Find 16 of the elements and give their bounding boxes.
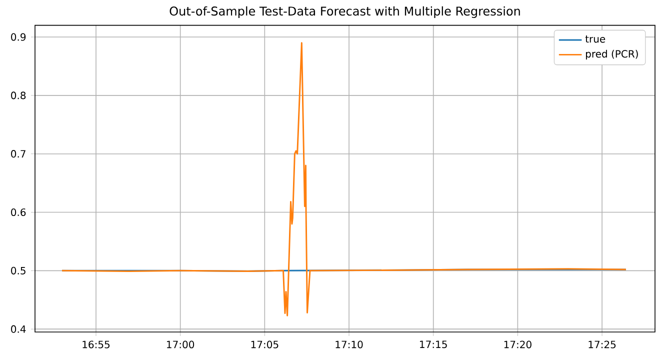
y-tick-label: 0.6 xyxy=(11,208,26,216)
y-tick-label: 0.5 xyxy=(11,266,26,274)
legend-label: pred (PCR) xyxy=(586,50,638,60)
x-tick-label: 17:25 xyxy=(588,340,616,348)
x-tick-label: 17:00 xyxy=(167,340,194,348)
x-tick-label: 17:10 xyxy=(336,340,363,348)
y-tick-label: 0.8 xyxy=(11,92,26,100)
x-tick-label: 17:05 xyxy=(251,340,278,348)
y-tick-label: 0.9 xyxy=(11,33,26,41)
x-tick-label: 17:20 xyxy=(504,340,532,348)
legend-label: true xyxy=(585,36,606,43)
y-tick-label: 0.4 xyxy=(11,325,26,333)
x-tick-label: 17:15 xyxy=(420,340,447,348)
chart-title: Out-of-Sample Test-Data Forecast with Multiple Regression xyxy=(170,6,520,18)
y-tick-label: 0.7 xyxy=(11,150,26,158)
x-tick-label: 16:55 xyxy=(82,340,110,348)
